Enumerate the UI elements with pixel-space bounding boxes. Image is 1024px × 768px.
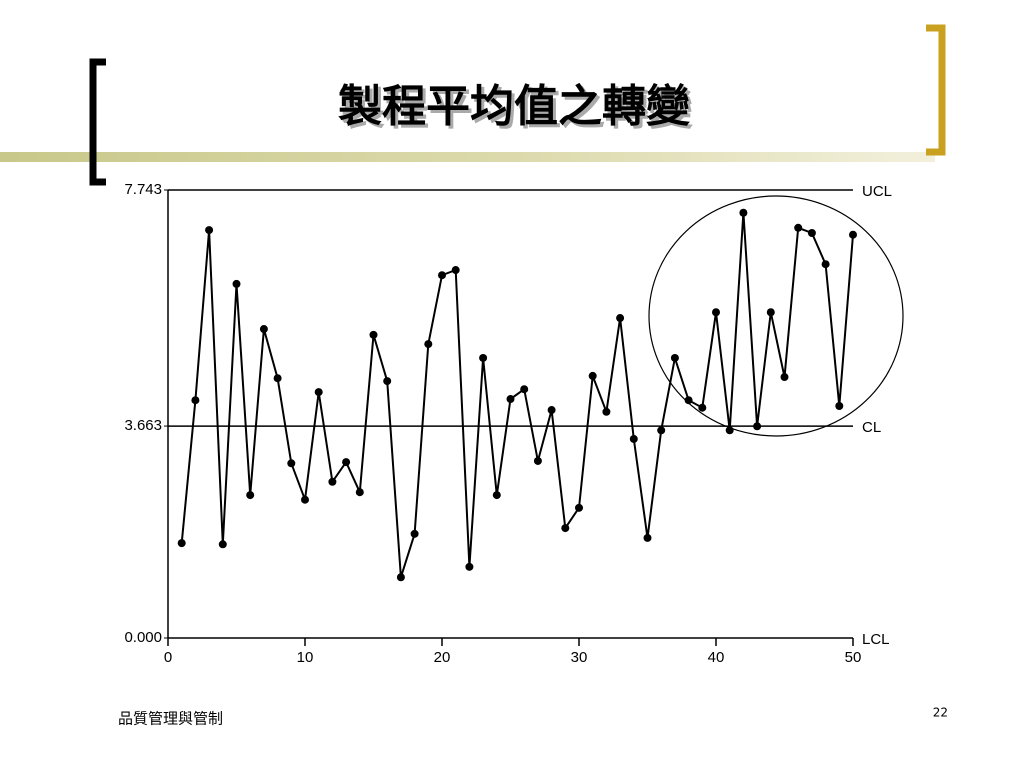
left-bracket bbox=[89, 58, 106, 186]
data-point bbox=[520, 385, 529, 394]
data-point bbox=[438, 271, 446, 280]
control-line-label: LCL bbox=[862, 631, 890, 648]
data-point bbox=[849, 230, 857, 239]
data-point bbox=[629, 434, 638, 443]
header-rule bbox=[0, 152, 935, 162]
data-point bbox=[369, 330, 378, 339]
x-tick-label: 10 bbox=[297, 649, 314, 666]
data-point bbox=[616, 314, 625, 323]
data-point bbox=[410, 529, 419, 538]
data-line bbox=[180, 212, 854, 578]
data-point bbox=[780, 373, 789, 382]
data-point bbox=[342, 458, 351, 467]
title-shadow: 製程平均值之轉變 bbox=[341, 84, 693, 135]
control-line-label: CL bbox=[862, 419, 881, 436]
data-point bbox=[232, 279, 241, 288]
slide-title: 製程平均值之轉變 bbox=[338, 81, 690, 132]
data-point bbox=[602, 407, 611, 416]
data-point bbox=[492, 491, 501, 500]
page-number: 22 bbox=[933, 706, 948, 720]
highlight-circle bbox=[648, 195, 904, 437]
data-point bbox=[218, 540, 227, 549]
x-tick-label: 0 bbox=[164, 649, 172, 666]
data-point bbox=[533, 456, 542, 465]
data-point bbox=[191, 396, 200, 405]
data-point bbox=[424, 340, 433, 349]
data-point bbox=[451, 266, 460, 275]
data-point bbox=[712, 308, 720, 317]
y-tick-label: 3.663 bbox=[124, 417, 162, 434]
control-line-label: UCL bbox=[862, 183, 892, 200]
data-point bbox=[684, 396, 693, 405]
x-tick-label: 20 bbox=[434, 649, 451, 666]
data-point bbox=[739, 208, 748, 217]
data-point bbox=[355, 488, 364, 497]
data-point bbox=[794, 223, 803, 232]
y-tick-label: 0.000 bbox=[124, 629, 162, 646]
data-point bbox=[479, 353, 488, 362]
y-tick-label: 7.743 bbox=[124, 181, 162, 198]
data-point bbox=[561, 524, 570, 533]
data-point bbox=[506, 395, 515, 404]
data-point bbox=[177, 539, 186, 548]
data-point bbox=[670, 353, 679, 362]
data-point bbox=[246, 491, 255, 500]
data-point bbox=[383, 377, 392, 386]
x-tick-label: 50 bbox=[845, 649, 862, 666]
data-point bbox=[328, 477, 337, 486]
data-point bbox=[314, 388, 323, 397]
data-point bbox=[301, 495, 309, 504]
x-tick-label: 30 bbox=[571, 649, 588, 666]
data-point bbox=[657, 426, 666, 435]
data-point bbox=[588, 371, 597, 380]
data-point bbox=[753, 422, 762, 431]
data-point bbox=[259, 325, 268, 334]
data-point bbox=[287, 459, 296, 468]
data-point bbox=[643, 533, 652, 542]
data-point bbox=[725, 426, 734, 435]
data-point bbox=[835, 401, 844, 410]
data-point bbox=[807, 228, 816, 237]
data-point bbox=[205, 226, 214, 235]
data-point bbox=[766, 308, 775, 317]
data-point bbox=[575, 503, 583, 512]
data-point bbox=[698, 403, 707, 412]
x-tick-label: 40 bbox=[708, 649, 725, 666]
right-bracket bbox=[926, 24, 946, 156]
data-point bbox=[821, 260, 830, 269]
data-point bbox=[273, 374, 282, 383]
data-point bbox=[465, 562, 474, 571]
data-point bbox=[396, 573, 405, 582]
footer-text: 品質管理與管制 bbox=[118, 710, 223, 728]
data-point bbox=[547, 406, 556, 415]
